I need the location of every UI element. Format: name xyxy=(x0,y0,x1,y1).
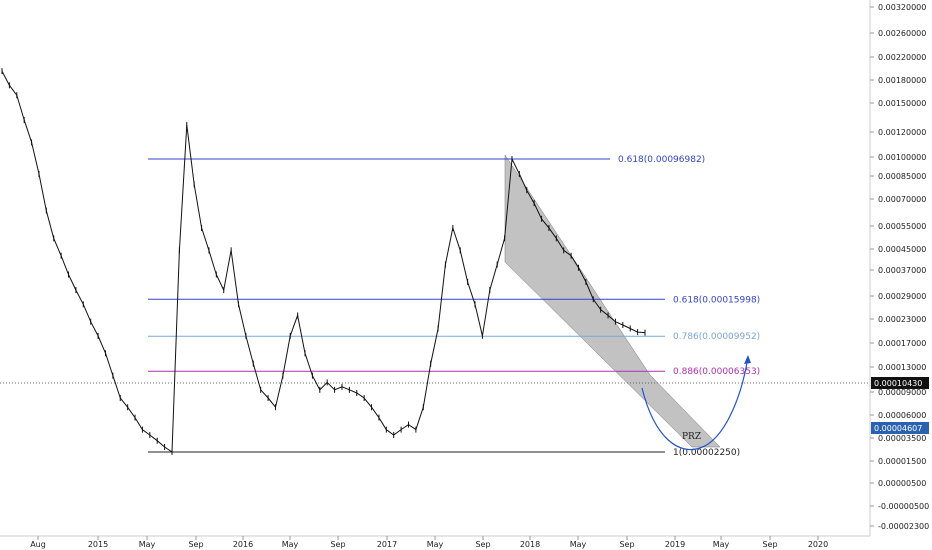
price-series-line xyxy=(1,70,646,453)
x-tick-label: Sep xyxy=(762,540,777,549)
projection-arrowhead xyxy=(744,355,751,364)
y-tick-label: -0.00000500 xyxy=(878,502,929,511)
y-tick-label: 0.00100000 xyxy=(878,153,926,162)
y-tick-label: 0.00070000 xyxy=(878,195,926,204)
secondary-price-tag xyxy=(871,422,929,434)
x-tick-label: 2017 xyxy=(377,540,397,549)
y-tick-label: 0.00045000 xyxy=(878,245,926,254)
fib-level-label: 0.618(0.00096982) xyxy=(618,155,705,165)
y-tick-label: 0.00180000 xyxy=(878,76,926,85)
x-tick-label: Sep xyxy=(475,540,490,549)
y-tick-label: 0.00013000 xyxy=(878,363,926,372)
x-tick-label: May xyxy=(282,540,299,549)
x-tick-label: May xyxy=(570,540,587,549)
y-tick-label: 0.00006000 xyxy=(878,411,926,420)
y-tick-label: 0.00003500 xyxy=(878,434,926,443)
x-tick-label: May xyxy=(427,540,444,549)
x-tick-label: Sep xyxy=(330,540,345,549)
x-tick-label: May xyxy=(139,540,156,549)
y-tick-label: 0.00017000 xyxy=(878,339,926,348)
y-tick-label: 0.00260000 xyxy=(878,29,926,38)
current-price-tag xyxy=(871,377,929,389)
x-tick-label: 2016 xyxy=(233,540,253,549)
y-tick-label: 0.00029000 xyxy=(878,292,926,301)
y-tick-label: 0.00320000 xyxy=(878,3,926,12)
descending-channel xyxy=(504,154,721,448)
y-tick-label: 0.00037000 xyxy=(878,266,926,275)
y-tick-label: 0.00001500 xyxy=(878,457,926,466)
y-tick-label: 0.00150000 xyxy=(878,99,926,108)
x-tick-label: May xyxy=(713,540,730,549)
x-tick-label: 2015 xyxy=(88,540,108,549)
fib-level-label: 0.786(0.00009952) xyxy=(673,332,760,342)
y-tick-label: 0.00120000 xyxy=(878,128,926,137)
x-tick-label: 2020 xyxy=(808,540,828,549)
secondary-price-tag-text: 0.00004607 xyxy=(874,424,922,433)
y-tick-label: 0.00085000 xyxy=(878,172,926,181)
x-tick-label: 2019 xyxy=(665,540,685,549)
x-tick-label: Aug xyxy=(30,540,46,549)
y-tick-label: 0.00023000 xyxy=(878,315,926,324)
x-tick-label: Sep xyxy=(188,540,203,549)
y-tick-label: 0.00055000 xyxy=(878,222,926,231)
y-tick-label: 0.00220000 xyxy=(878,53,926,62)
x-tick-label: Sep xyxy=(619,540,634,549)
y-tick-label: 0.00000500 xyxy=(878,479,926,488)
fib-level-label: 0.886(0.00006353) xyxy=(673,367,760,377)
projection-arc xyxy=(641,356,749,451)
y-tick-label: -0.00002300 xyxy=(878,522,929,531)
current-price-tag-text: 0.00010430 xyxy=(874,379,922,388)
x-tick-label: 2018 xyxy=(520,540,540,549)
prz-label: PRZ xyxy=(682,432,701,442)
fib-level-label: 1(0.00002250) xyxy=(673,448,740,458)
fib-level-label: 0.618(0.00015998) xyxy=(673,295,760,305)
y-tick-label: 0.00009000 xyxy=(878,388,926,397)
